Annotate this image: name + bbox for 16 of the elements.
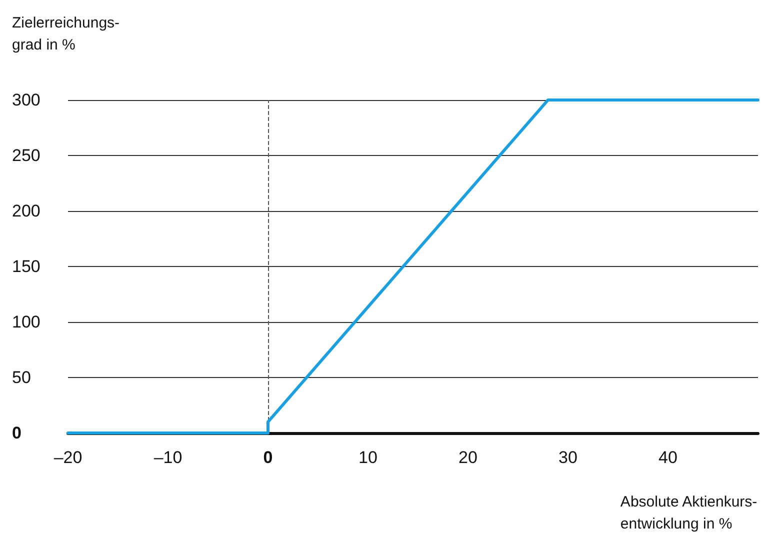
- y-tick-label: 150: [12, 257, 40, 276]
- x-axis-title: Absolute Aktienkurs- entwicklung in %: [620, 494, 758, 532]
- y-tick-label: 200: [12, 202, 40, 220]
- x-tick-label: 40: [658, 448, 678, 467]
- y-tick-label: 0: [12, 424, 22, 442]
- y-tick-label: 50: [12, 368, 31, 387]
- x-tick-label: 0: [263, 448, 273, 467]
- y-tick-label: 300: [12, 90, 40, 110]
- x-tick-label: 30: [558, 448, 578, 467]
- y-tick-label: 100: [12, 312, 40, 332]
- y-tick-label: 250: [12, 146, 40, 165]
- y-axis-title: Zielerreichungs- grad in %: [12, 14, 120, 54]
- x-tick-label: 20: [458, 448, 478, 467]
- x-tick-label: 10: [358, 448, 378, 467]
- x-tick-label: –10: [154, 448, 182, 467]
- x-tick-label: –20: [54, 448, 82, 467]
